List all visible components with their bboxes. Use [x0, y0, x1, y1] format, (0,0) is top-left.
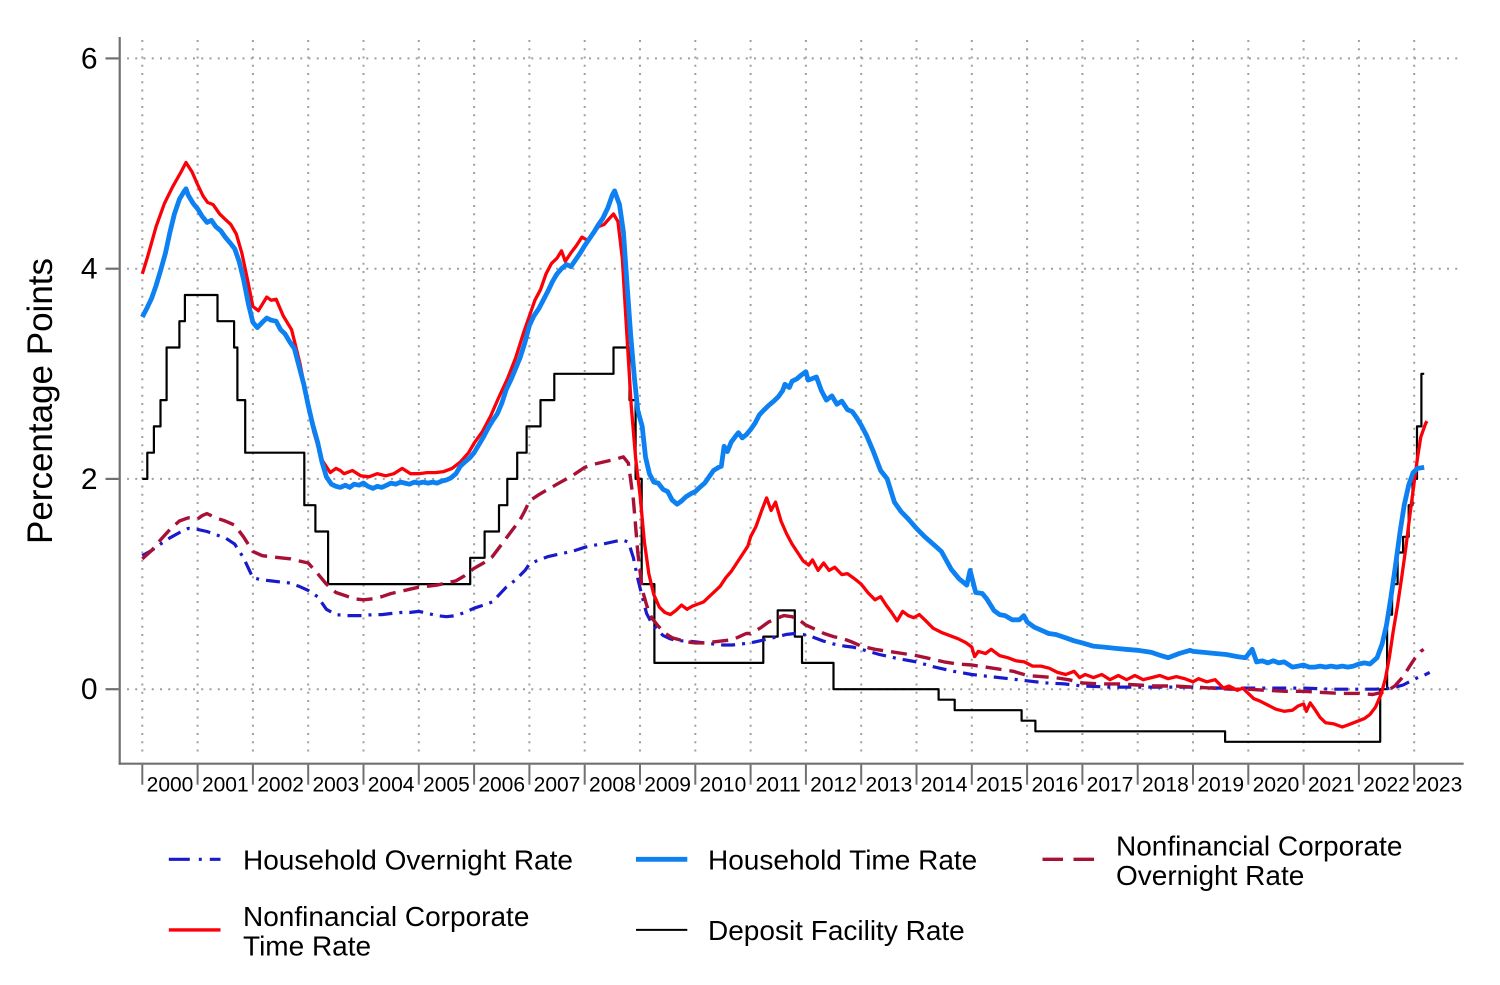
svg-text:2005: 2005	[423, 773, 470, 796]
svg-text:0: 0	[81, 673, 98, 706]
svg-text:Overnight Rate: Overnight Rate	[1116, 860, 1304, 891]
svg-text:2010: 2010	[700, 773, 747, 796]
svg-text:2: 2	[81, 463, 98, 496]
svg-text:2011: 2011	[756, 773, 801, 796]
svg-text:6: 6	[81, 42, 98, 75]
svg-text:2020: 2020	[1253, 773, 1300, 796]
svg-text:2009: 2009	[644, 773, 691, 796]
svg-text:2017: 2017	[1087, 773, 1134, 796]
svg-text:2023: 2023	[1416, 773, 1463, 796]
svg-text:4: 4	[81, 253, 98, 286]
svg-text:2022: 2022	[1363, 773, 1410, 796]
svg-text:2016: 2016	[1031, 773, 1078, 796]
svg-text:2006: 2006	[478, 773, 525, 796]
svg-text:2008: 2008	[589, 773, 636, 796]
svg-text:2002: 2002	[257, 773, 304, 796]
svg-text:2013: 2013	[866, 773, 913, 796]
svg-text:2012: 2012	[810, 773, 857, 796]
svg-text:Household Overnight Rate: Household Overnight Rate	[243, 844, 573, 875]
svg-text:2019: 2019	[1197, 773, 1244, 796]
svg-text:2003: 2003	[312, 773, 359, 796]
svg-text:Nonfinancial Corporate: Nonfinancial Corporate	[1116, 830, 1402, 861]
svg-text:Deposit Facility Rate: Deposit Facility Rate	[708, 915, 965, 946]
svg-text:2000: 2000	[147, 773, 194, 796]
svg-text:Nonfinancial Corporate: Nonfinancial Corporate	[243, 901, 529, 932]
svg-text:2001: 2001	[202, 773, 249, 796]
svg-text:2015: 2015	[976, 773, 1023, 796]
svg-text:2021: 2021	[1308, 773, 1355, 796]
svg-text:Household Time Rate: Household Time Rate	[708, 844, 977, 875]
svg-text:2004: 2004	[368, 773, 415, 796]
svg-text:2007: 2007	[534, 773, 581, 796]
svg-text:2018: 2018	[1142, 773, 1189, 796]
svg-text:2014: 2014	[921, 773, 968, 796]
svg-text:Time Rate: Time Rate	[243, 930, 371, 961]
svg-text:Percentage Points: Percentage Points	[21, 258, 60, 544]
